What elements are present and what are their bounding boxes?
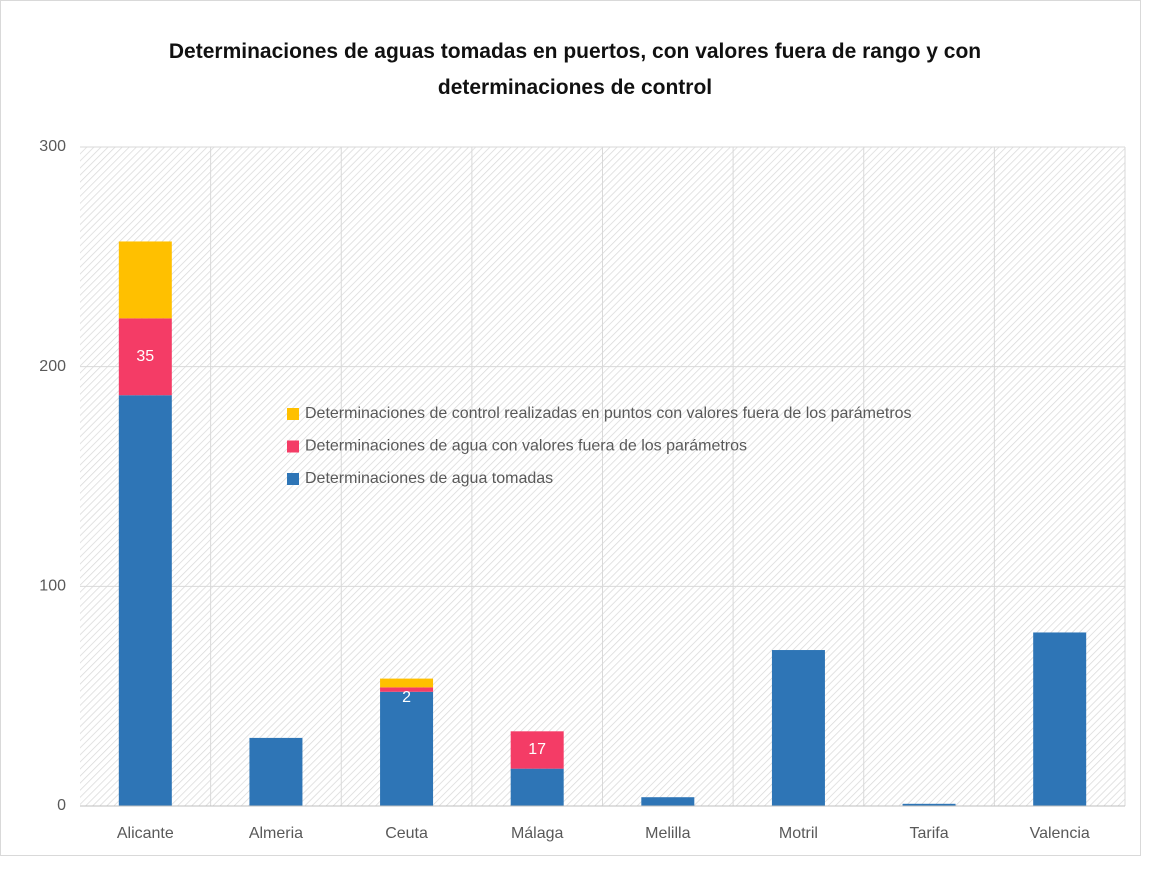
- y-tick-label: 300: [39, 138, 66, 155]
- y-tick-label: 100: [39, 578, 66, 595]
- data-label: 17: [528, 741, 546, 758]
- legend-label: Determinaciones de agua con valores fuer…: [305, 438, 747, 455]
- y-tick-label: 0: [57, 797, 66, 814]
- data-label: 2: [402, 689, 411, 706]
- bar-segment: [771, 650, 825, 806]
- legend-swatch: [287, 440, 299, 453]
- bar-segment: [1033, 632, 1087, 806]
- bar-segment: [902, 803, 956, 806]
- x-tick-label: Alicante: [117, 825, 174, 842]
- bar-segment: [510, 768, 564, 806]
- x-tick-label: Tarifa: [910, 825, 949, 842]
- legend-swatch: [287, 408, 299, 420]
- data-label: 35: [136, 348, 154, 365]
- bar-segment: [249, 737, 303, 806]
- chart-border: [0, 0, 1141, 856]
- bar-segment: [641, 797, 695, 806]
- bar-segment: [380, 691, 434, 806]
- x-tick-label: Melilla: [645, 825, 690, 842]
- x-tick-label: Motril: [779, 825, 818, 842]
- bar-segment: [118, 241, 172, 319]
- chart-title: Determinaciones de aguas tomadas en puer…: [168, 40, 982, 99]
- y-tick-label: 200: [39, 358, 66, 375]
- bar-segment: [380, 678, 434, 688]
- x-tick-label: Ceuta: [385, 825, 428, 842]
- x-tick-label: Valencia: [1030, 825, 1090, 842]
- x-tick-label: Málaga: [511, 825, 564, 842]
- legend-label: Determinaciones de control realizadas en…: [305, 405, 912, 422]
- legend-label: Determinaciones de agua tomadas: [305, 470, 553, 487]
- bar-segment: [118, 395, 172, 806]
- x-tick-label: Almeria: [249, 825, 303, 842]
- bar-segment: [380, 687, 434, 692]
- legend-swatch: [287, 473, 299, 485]
- bar-segment: [510, 731, 564, 769]
- bar-segment: [118, 318, 172, 396]
